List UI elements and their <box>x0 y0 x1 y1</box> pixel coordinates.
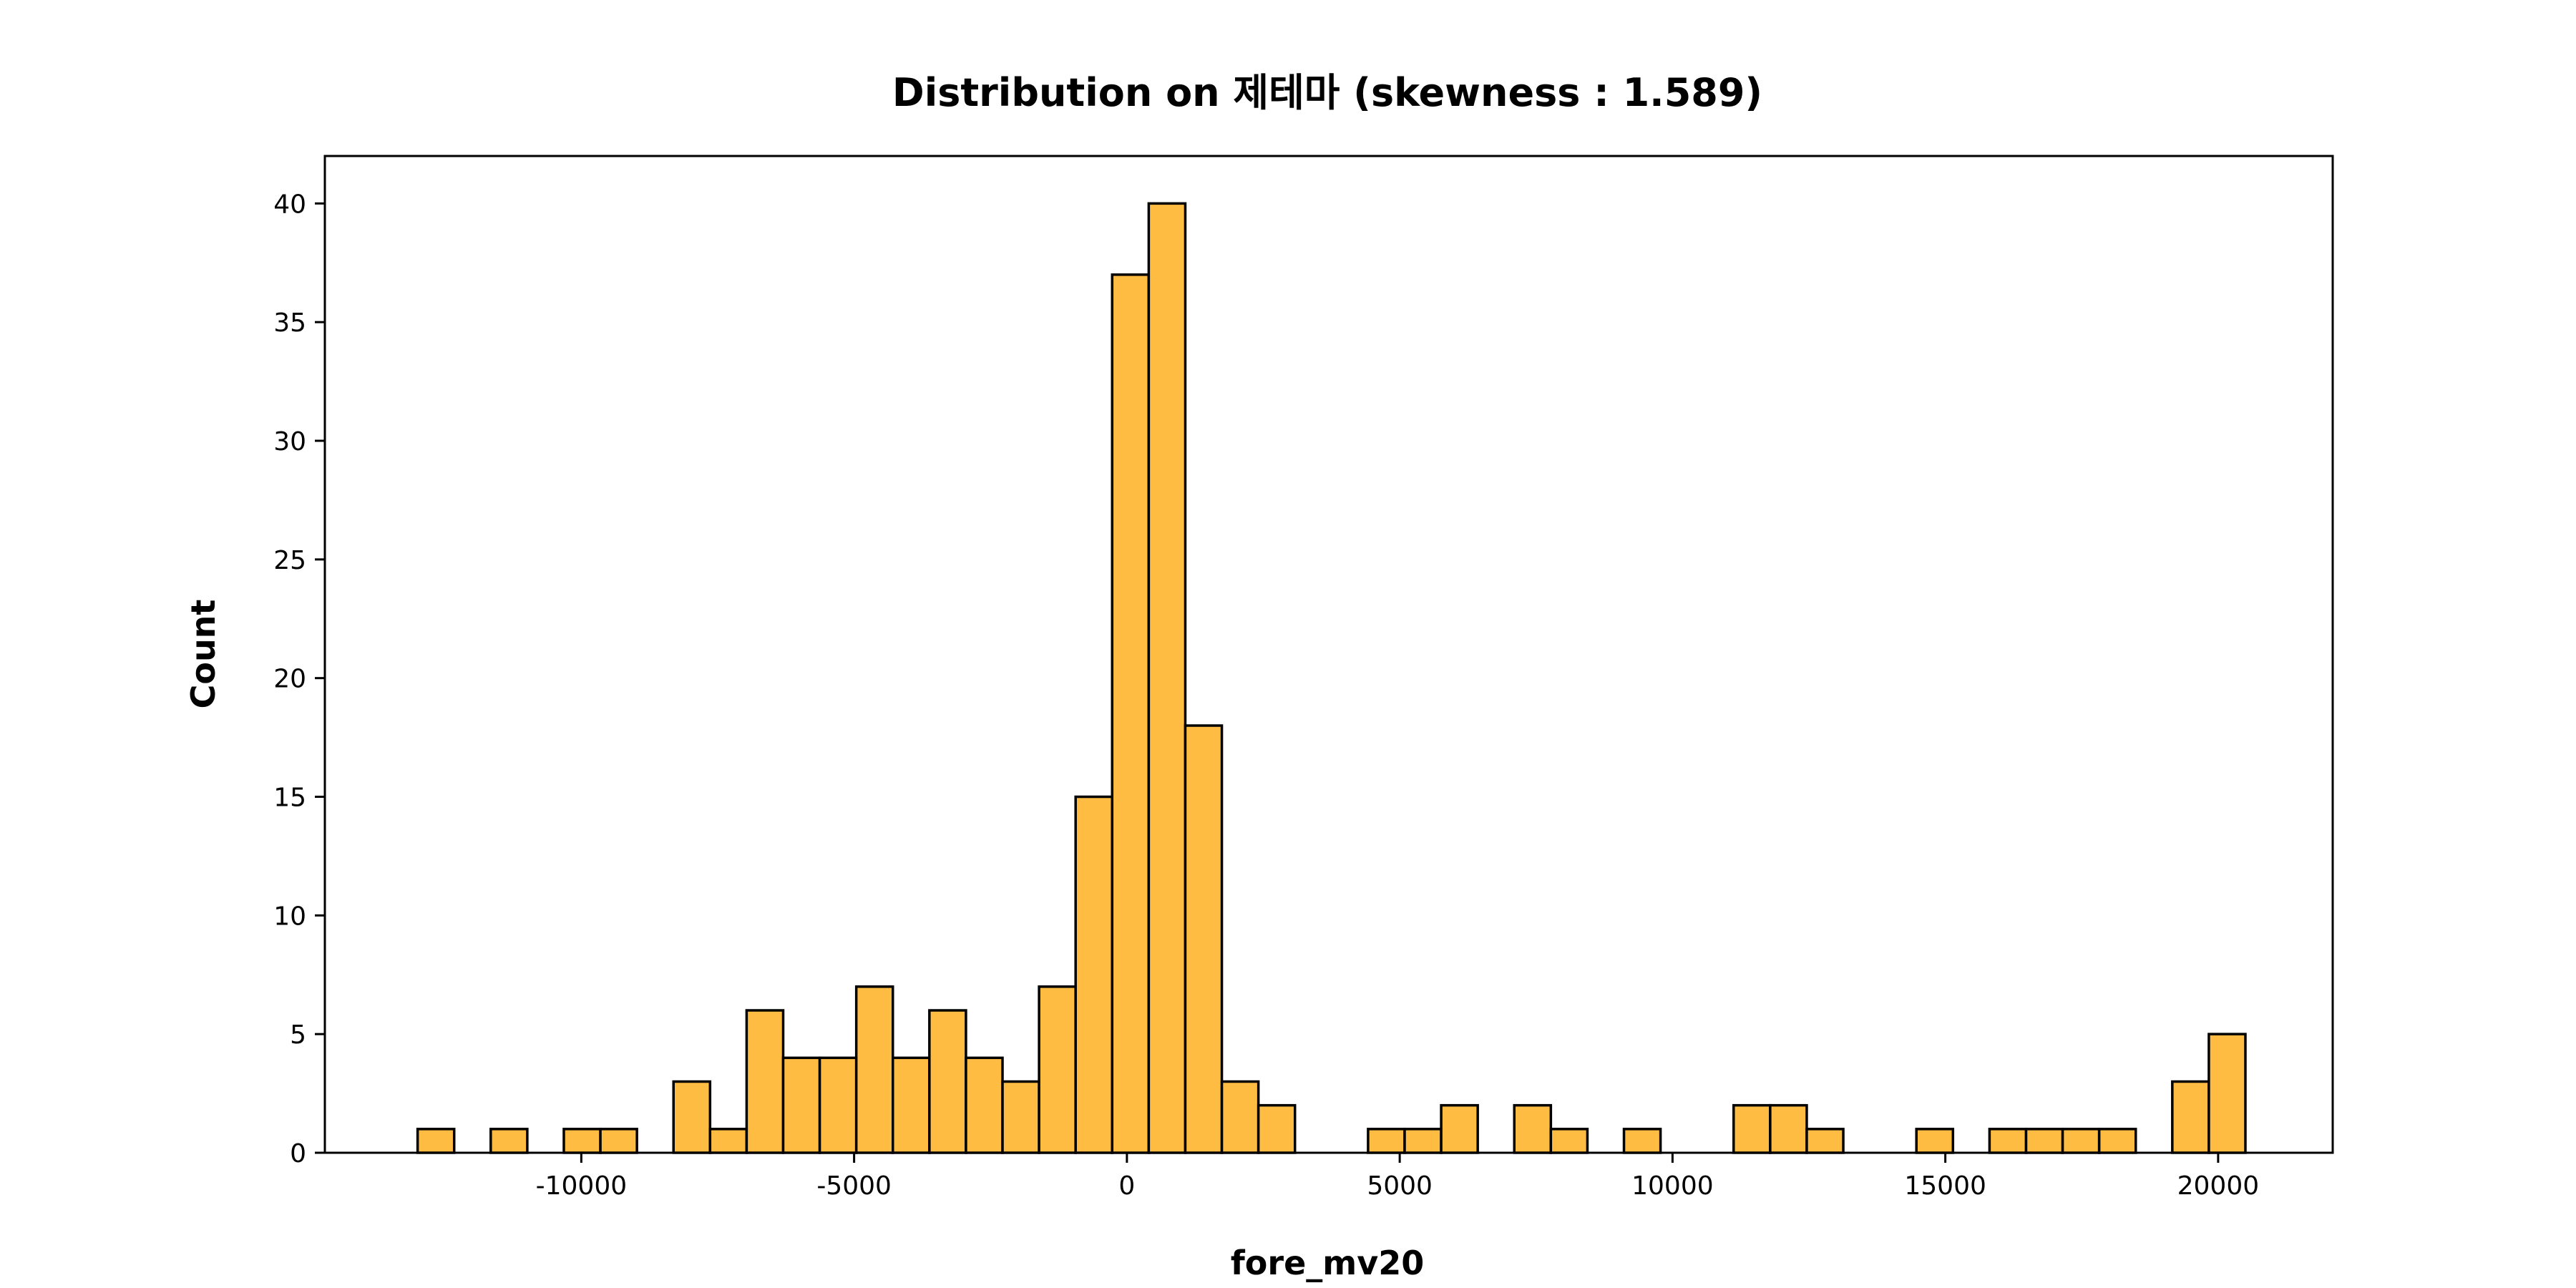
x-tick-label: 20000 <box>2177 1171 2260 1201</box>
y-tick-label: 5 <box>290 1020 306 1050</box>
histogram-bar <box>1440 1103 1479 1154</box>
y-tick-label: 15 <box>273 784 306 813</box>
y-axis-label: Count <box>184 600 223 709</box>
histogram-bar <box>599 1128 638 1154</box>
histogram-bar <box>1513 1103 1553 1154</box>
histogram-bar <box>672 1080 712 1154</box>
histogram-bar <box>818 1056 858 1154</box>
x-tick-label: -5000 <box>816 1171 892 1201</box>
histogram-bar <box>1622 1128 1662 1154</box>
histogram-bar <box>1220 1080 1260 1154</box>
ticks-group: -10000 -5000 0 5000 10000 15000 20000 0 5 10 15 20 2… <box>273 190 2259 1201</box>
histogram-bar <box>708 1128 748 1154</box>
histogram-bar <box>416 1128 456 1154</box>
histogram-bar <box>2061 1128 2101 1154</box>
histogram-bar <box>1074 795 1114 1154</box>
histogram-bar <box>928 1009 967 1154</box>
histogram-bar <box>1184 724 1224 1154</box>
histogram-bar <box>562 1128 602 1154</box>
histogram-bar <box>1403 1128 1443 1154</box>
histogram-bar <box>2171 1080 2210 1154</box>
histogram-bar <box>892 1056 931 1154</box>
y-tick-label: 10 <box>273 902 306 931</box>
histogram-bar <box>489 1128 529 1154</box>
histogram-bar <box>2097 1128 2137 1154</box>
y-tick-label: 40 <box>273 190 306 219</box>
histogram-bar <box>1147 202 1187 1154</box>
bars-group <box>416 202 2247 1154</box>
y-tick-label: 35 <box>273 308 306 338</box>
histogram-bar <box>1915 1128 1955 1154</box>
histogram-bar <box>965 1056 1004 1154</box>
x-tick-label: 5000 <box>1367 1171 1433 1201</box>
x-axis-label: fore_mv20 <box>1231 1244 1424 1282</box>
histogram-bar <box>1549 1128 1589 1154</box>
histogram-bar <box>1769 1103 1808 1154</box>
chart-title: Distribution on 제테마 (skewness : 1.589) <box>892 70 1762 115</box>
histogram-bar <box>1732 1103 1772 1154</box>
y-tick-label: 25 <box>273 546 306 575</box>
histogram-bar <box>1038 985 1077 1154</box>
x-tick-label: 10000 <box>1631 1171 1714 1201</box>
histogram-bar <box>1988 1128 2028 1154</box>
histogram-bar <box>781 1056 821 1154</box>
plot-frame <box>323 155 2334 1154</box>
histogram-bar <box>1367 1128 1406 1154</box>
y-tick-label: 0 <box>290 1139 306 1169</box>
y-tick-label: 20 <box>273 665 306 694</box>
histogram-bar <box>1001 1080 1040 1154</box>
x-tick-label: 15000 <box>1904 1171 1986 1201</box>
histogram-bar <box>1805 1128 1845 1154</box>
histogram-bar <box>1257 1103 1297 1154</box>
x-tick-label: -10000 <box>536 1171 628 1201</box>
histogram-bar <box>1111 273 1151 1154</box>
histogram-bar <box>854 985 894 1154</box>
histogram-bar <box>2024 1128 2064 1154</box>
histogram-bar <box>2207 1033 2247 1154</box>
histogram-bar <box>745 1009 785 1154</box>
y-tick-label: 30 <box>273 427 306 457</box>
x-tick-label: 0 <box>1118 1171 1135 1201</box>
